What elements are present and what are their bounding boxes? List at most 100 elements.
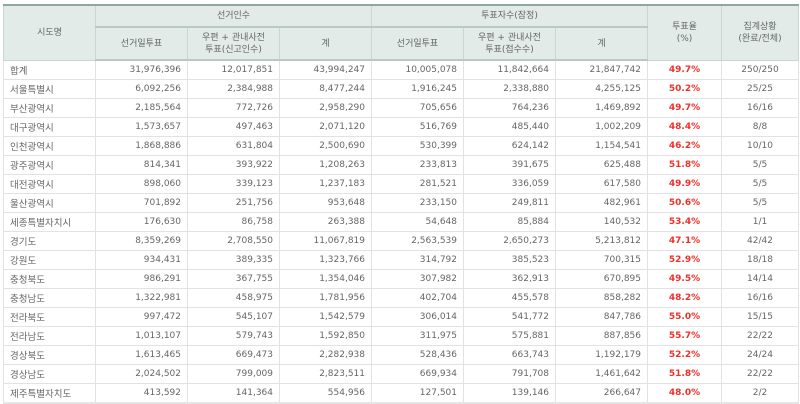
voters-day-cell: 10,005,078 [371, 59, 464, 80]
voters-day-cell: 307,982 [371, 269, 464, 289]
voters-day-cell: 705,656 [371, 98, 464, 118]
electors-total-cell: 263,388 [279, 212, 372, 232]
electors-early-cell: 389,335 [187, 250, 280, 270]
table-row: 제주특별자치도 413,592 141,364 554,956 127,501 139,1… [3, 383, 799, 404]
electors-total-cell: 1,208,263 [279, 155, 372, 175]
status-cell: 5/5 [721, 155, 799, 175]
voters-total-cell: 625,488 [555, 155, 648, 175]
region-cell: 경상북도 [3, 345, 96, 365]
voters-total-cell: 1,461,642 [555, 364, 648, 384]
table-row: 부산광역시 2,185,564 772,726 2,958,290 705,656 764… [3, 98, 799, 118]
voters-total-cell: 5,213,812 [555, 231, 648, 251]
status-cell: 22/22 [721, 326, 799, 346]
voters-total-cell: 140,532 [555, 212, 648, 232]
region-cell: 세종특별자치시 [3, 212, 96, 232]
status-cell: 2/2 [721, 383, 799, 404]
electors-day-cell: 2,185,564 [95, 98, 188, 118]
voters-early-cell: 11,842,664 [463, 59, 556, 80]
turnout-cell: 48.2% [647, 288, 722, 308]
region-cell: 부산광역시 [3, 98, 96, 118]
turnout-cell: 55.7% [647, 326, 722, 346]
table-row: 대전광역시 898,060 339,123 1,237,183 281,521 336,0… [3, 174, 799, 194]
status-cell: 5/5 [721, 174, 799, 194]
electors-total-cell: 2,500,690 [279, 136, 372, 156]
voters-day-cell: 528,436 [371, 345, 464, 365]
electors-total-cell: 2,071,120 [279, 117, 372, 137]
table-row: 대구광역시 1,573,657 497,463 2,071,120 516,769 485… [3, 117, 799, 137]
voters-day-cell: 281,521 [371, 174, 464, 194]
electors-early-cell: 497,463 [187, 117, 280, 137]
voters-day-cell: 530,399 [371, 136, 464, 156]
voters-total-cell: 1,154,541 [555, 136, 648, 156]
voters-early-cell: 139,146 [463, 383, 556, 404]
voters-total-cell: 858,282 [555, 288, 648, 308]
header-voters-total: 계 [555, 26, 648, 61]
region-cell: 강원도 [3, 250, 96, 270]
voters-total-cell: 1,192,179 [555, 345, 648, 365]
electors-day-cell: 413,592 [95, 383, 188, 404]
turnout-cell: 51.8% [647, 155, 722, 175]
voters-early-cell: 541,772 [463, 307, 556, 327]
region-cell: 울산광역시 [3, 193, 96, 213]
voters-total-cell: 1,469,892 [555, 98, 648, 118]
voters-early-cell: 336,059 [463, 174, 556, 194]
turnout-cell: 48.4% [647, 117, 722, 137]
voters-total-cell: 670,895 [555, 269, 648, 289]
electors-total-cell: 11,067,819 [279, 231, 372, 251]
voters-early-cell: 85,884 [463, 212, 556, 232]
electors-day-cell: 701,892 [95, 193, 188, 213]
turnout-cell: 52.9% [647, 250, 722, 270]
region-cell: 합계 [3, 59, 96, 80]
voters-early-cell: 385,523 [463, 250, 556, 270]
status-cell: 24/24 [721, 345, 799, 365]
region-cell: 충청북도 [3, 269, 96, 289]
table-row: 합계 31,976,396 12,017,851 43,994,247 10,005,0… [3, 59, 799, 80]
table-row: 충청남도 1,322,981 458,975 1,781,956 402,704 455,… [3, 288, 799, 308]
voters-early-cell: 663,743 [463, 345, 556, 365]
voters-total-cell: 887,856 [555, 326, 648, 346]
voters-day-cell: 1,916,245 [371, 79, 464, 99]
status-cell: 16/16 [721, 98, 799, 118]
electors-early-cell: 393,922 [187, 155, 280, 175]
turnout-table-container: 시도명 선거인수 투표자수(잠정) 투표율 (%) 집계상황 (완료/전체) 선… [3, 4, 799, 404]
region-cell: 대전광역시 [3, 174, 96, 194]
status-cell: 1/1 [721, 212, 799, 232]
electors-early-cell: 86,758 [187, 212, 280, 232]
electors-total-cell: 1,323,766 [279, 250, 372, 270]
electors-early-cell: 631,804 [187, 136, 280, 156]
region-cell: 전라남도 [3, 326, 96, 346]
voters-total-cell: 21,847,742 [555, 59, 648, 80]
electors-day-cell: 1,322,981 [95, 288, 188, 308]
header-voters-early: 우편 + 관내사전 투표(접수수) [463, 26, 556, 61]
header-turnout: 투표율 (%) [647, 4, 722, 61]
voters-day-cell: 2,563,539 [371, 231, 464, 251]
table-row: 세종특별자치시 176,630 86,758 263,388 54,648 85,884 1… [3, 212, 799, 232]
electors-early-cell: 2,708,550 [187, 231, 280, 251]
table-row: 인천광역시 1,868,886 631,804 2,500,690 530,399 624… [3, 136, 799, 156]
voters-day-cell: 306,014 [371, 307, 464, 327]
electors-total-cell: 2,282,938 [279, 345, 372, 365]
electors-total-cell: 953,648 [279, 193, 372, 213]
voters-early-cell: 2,338,880 [463, 79, 556, 99]
region-cell: 경상남도 [3, 364, 96, 384]
status-cell: 22/22 [721, 364, 799, 384]
turnout-cell: 49.7% [647, 98, 722, 118]
region-cell: 충청남도 [3, 288, 96, 308]
table-row: 전라남도 1,013,107 579,743 1,592,850 311,975 575,… [3, 326, 799, 346]
voters-total-cell: 266,647 [555, 383, 648, 404]
region-cell: 광주광역시 [3, 155, 96, 175]
voters-early-cell: 391,675 [463, 155, 556, 175]
header-region: 시도명 [3, 4, 96, 61]
voters-early-cell: 249,811 [463, 193, 556, 213]
voters-early-cell: 2,650,273 [463, 231, 556, 251]
electors-day-cell: 1,013,107 [95, 326, 188, 346]
table-row: 경기도 8,359,269 2,708,550 11,067,819 2,563,539… [3, 231, 799, 251]
electors-early-cell: 367,755 [187, 269, 280, 289]
electors-total-cell: 554,956 [279, 383, 372, 404]
region-cell: 경기도 [3, 231, 96, 251]
turnout-cell: 49.9% [647, 174, 722, 194]
turnout-cell: 49.5% [647, 269, 722, 289]
voters-day-cell: 54,648 [371, 212, 464, 232]
voters-day-cell: 127,501 [371, 383, 464, 404]
voters-day-cell: 402,704 [371, 288, 464, 308]
